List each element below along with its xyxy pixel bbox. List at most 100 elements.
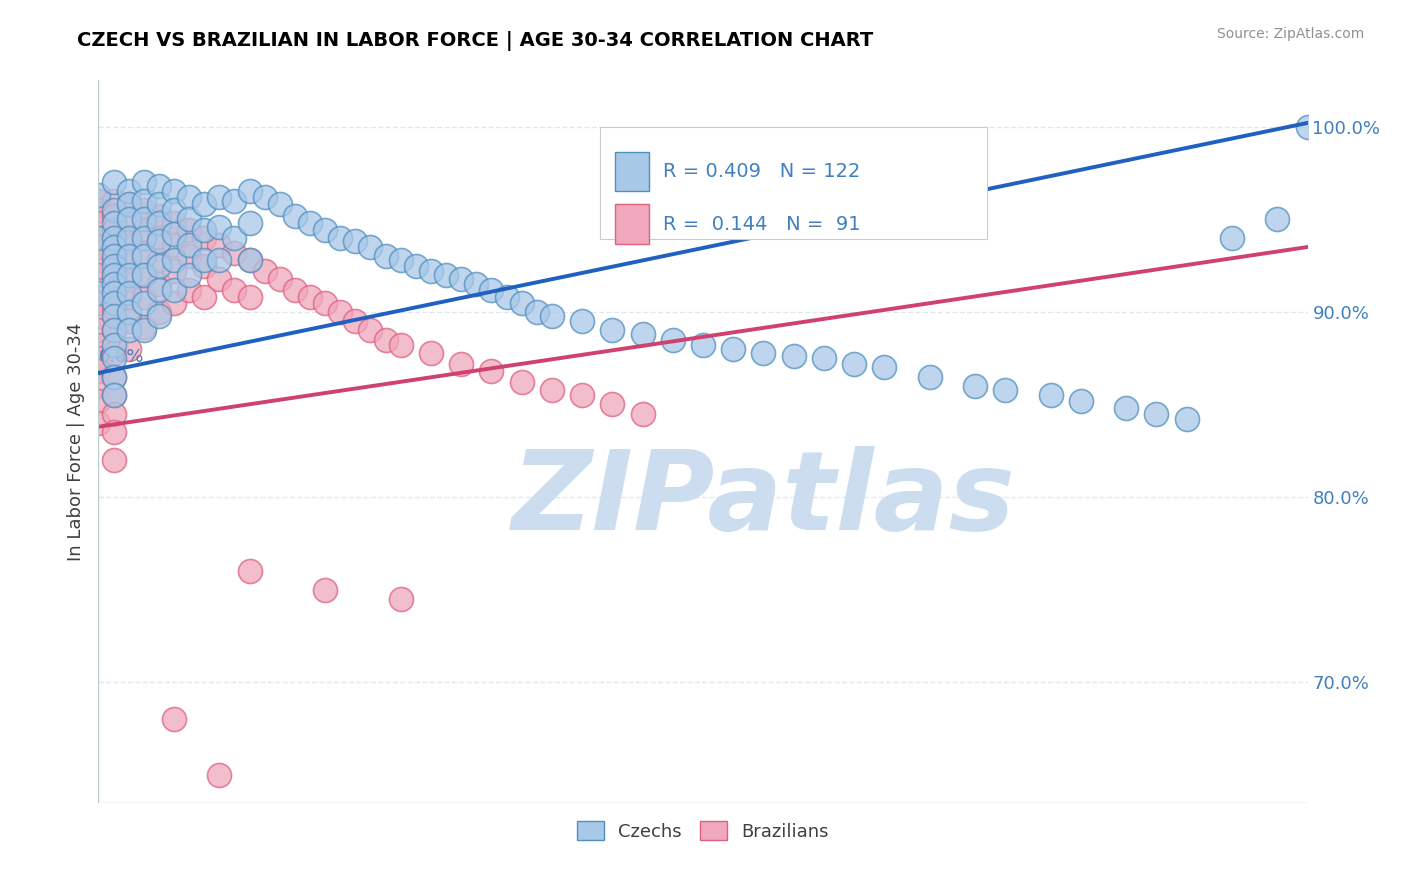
Point	[103, 286, 125, 301]
Point	[87, 309, 110, 323]
Point	[103, 295, 125, 310]
Point	[208, 219, 231, 234]
Point	[374, 333, 396, 347]
Point	[103, 453, 125, 467]
Point	[118, 286, 141, 301]
Point	[118, 305, 141, 319]
Point	[87, 194, 110, 208]
Point	[239, 185, 262, 199]
Point	[1220, 231, 1243, 245]
Point	[103, 369, 125, 384]
Point	[103, 231, 125, 245]
Text: ZIPatlas: ZIPatlas	[512, 446, 1015, 553]
Point	[239, 252, 262, 267]
Point	[103, 323, 125, 337]
Point	[299, 290, 322, 304]
Point	[132, 202, 155, 217]
Point	[1070, 393, 1092, 408]
Point	[1039, 388, 1062, 402]
Point	[148, 178, 170, 193]
Point	[132, 295, 155, 310]
Point	[163, 238, 186, 252]
Point	[118, 342, 141, 356]
Point	[389, 252, 412, 267]
Point	[224, 231, 246, 245]
Legend: Czechs, Brazilians: Czechs, Brazilians	[569, 814, 837, 848]
Point	[571, 388, 593, 402]
Point	[179, 283, 201, 297]
Point	[193, 231, 215, 245]
Point	[179, 268, 201, 282]
Point	[405, 259, 427, 273]
Point	[132, 249, 155, 263]
Point	[118, 216, 141, 230]
Point	[103, 216, 125, 230]
Point	[253, 264, 276, 278]
Point	[510, 295, 533, 310]
Point	[284, 209, 307, 223]
Point	[752, 345, 775, 359]
Point	[434, 268, 457, 282]
Point	[148, 209, 170, 223]
Point	[208, 238, 231, 252]
Point	[103, 209, 125, 223]
Point	[813, 351, 835, 366]
Point	[193, 259, 215, 273]
Point	[631, 327, 654, 342]
Point	[314, 223, 336, 237]
Point	[224, 194, 246, 208]
Point	[208, 768, 231, 782]
Point	[148, 216, 170, 230]
Point	[132, 319, 155, 334]
Point	[103, 301, 125, 315]
Point	[87, 231, 110, 245]
Point	[163, 295, 186, 310]
Point	[374, 249, 396, 263]
Point	[844, 357, 866, 371]
Point	[450, 357, 472, 371]
FancyBboxPatch shape	[600, 128, 987, 239]
Point	[103, 388, 125, 402]
Point	[132, 223, 155, 237]
Point	[148, 197, 170, 211]
Point	[1296, 120, 1319, 134]
Point	[602, 323, 624, 337]
Point	[103, 202, 125, 217]
Point	[193, 290, 215, 304]
Point	[208, 271, 231, 285]
Point	[132, 268, 155, 282]
Point	[344, 235, 367, 249]
Point	[132, 194, 155, 208]
Point	[481, 364, 503, 378]
Point	[193, 223, 215, 237]
Bar	[614, 204, 648, 244]
Point	[132, 231, 155, 245]
Point	[87, 216, 110, 230]
Point	[1144, 407, 1167, 421]
Point	[510, 376, 533, 390]
Point	[163, 227, 186, 241]
Point	[103, 249, 125, 263]
Point	[103, 345, 125, 359]
Point	[87, 286, 110, 301]
Point	[118, 252, 141, 267]
Point	[163, 202, 186, 217]
Point	[118, 212, 141, 227]
Point	[103, 323, 125, 337]
Point	[661, 333, 683, 347]
Point	[148, 305, 170, 319]
Point	[118, 197, 141, 211]
Point	[87, 323, 110, 337]
Point	[208, 190, 231, 204]
Point	[118, 185, 141, 199]
Point	[918, 369, 941, 384]
Point	[481, 283, 503, 297]
Point	[420, 264, 443, 278]
Point	[118, 231, 141, 245]
Point	[723, 342, 745, 356]
Point	[103, 259, 125, 273]
Point	[132, 175, 155, 189]
Point	[389, 592, 412, 607]
Point	[87, 338, 110, 352]
Point	[103, 283, 125, 297]
